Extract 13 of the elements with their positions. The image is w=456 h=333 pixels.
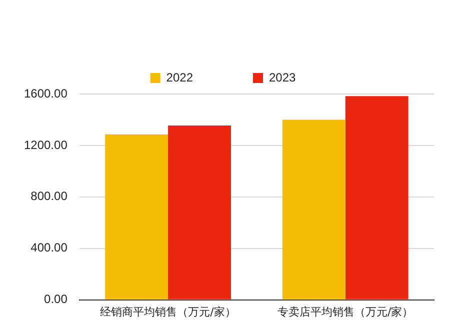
y-tick-label: 0.00 bbox=[44, 292, 68, 306]
bar bbox=[105, 134, 168, 300]
legend-label: 2022 bbox=[166, 70, 194, 84]
bar bbox=[168, 126, 231, 300]
x-tick-label: 经销商平均销售（万元/家） bbox=[100, 305, 236, 318]
legend-label: 2023 bbox=[269, 70, 296, 84]
y-tick-label: 1200.00 bbox=[24, 138, 68, 152]
bar bbox=[345, 96, 408, 300]
bar bbox=[282, 120, 346, 300]
x-tick-label: 专卖店平均销售（万元/家） bbox=[277, 305, 414, 318]
y-tick-label: 800.00 bbox=[30, 189, 68, 204]
y-tick-label: 400.00 bbox=[30, 240, 68, 255]
y-tick-label: 1600.00 bbox=[24, 86, 68, 100]
